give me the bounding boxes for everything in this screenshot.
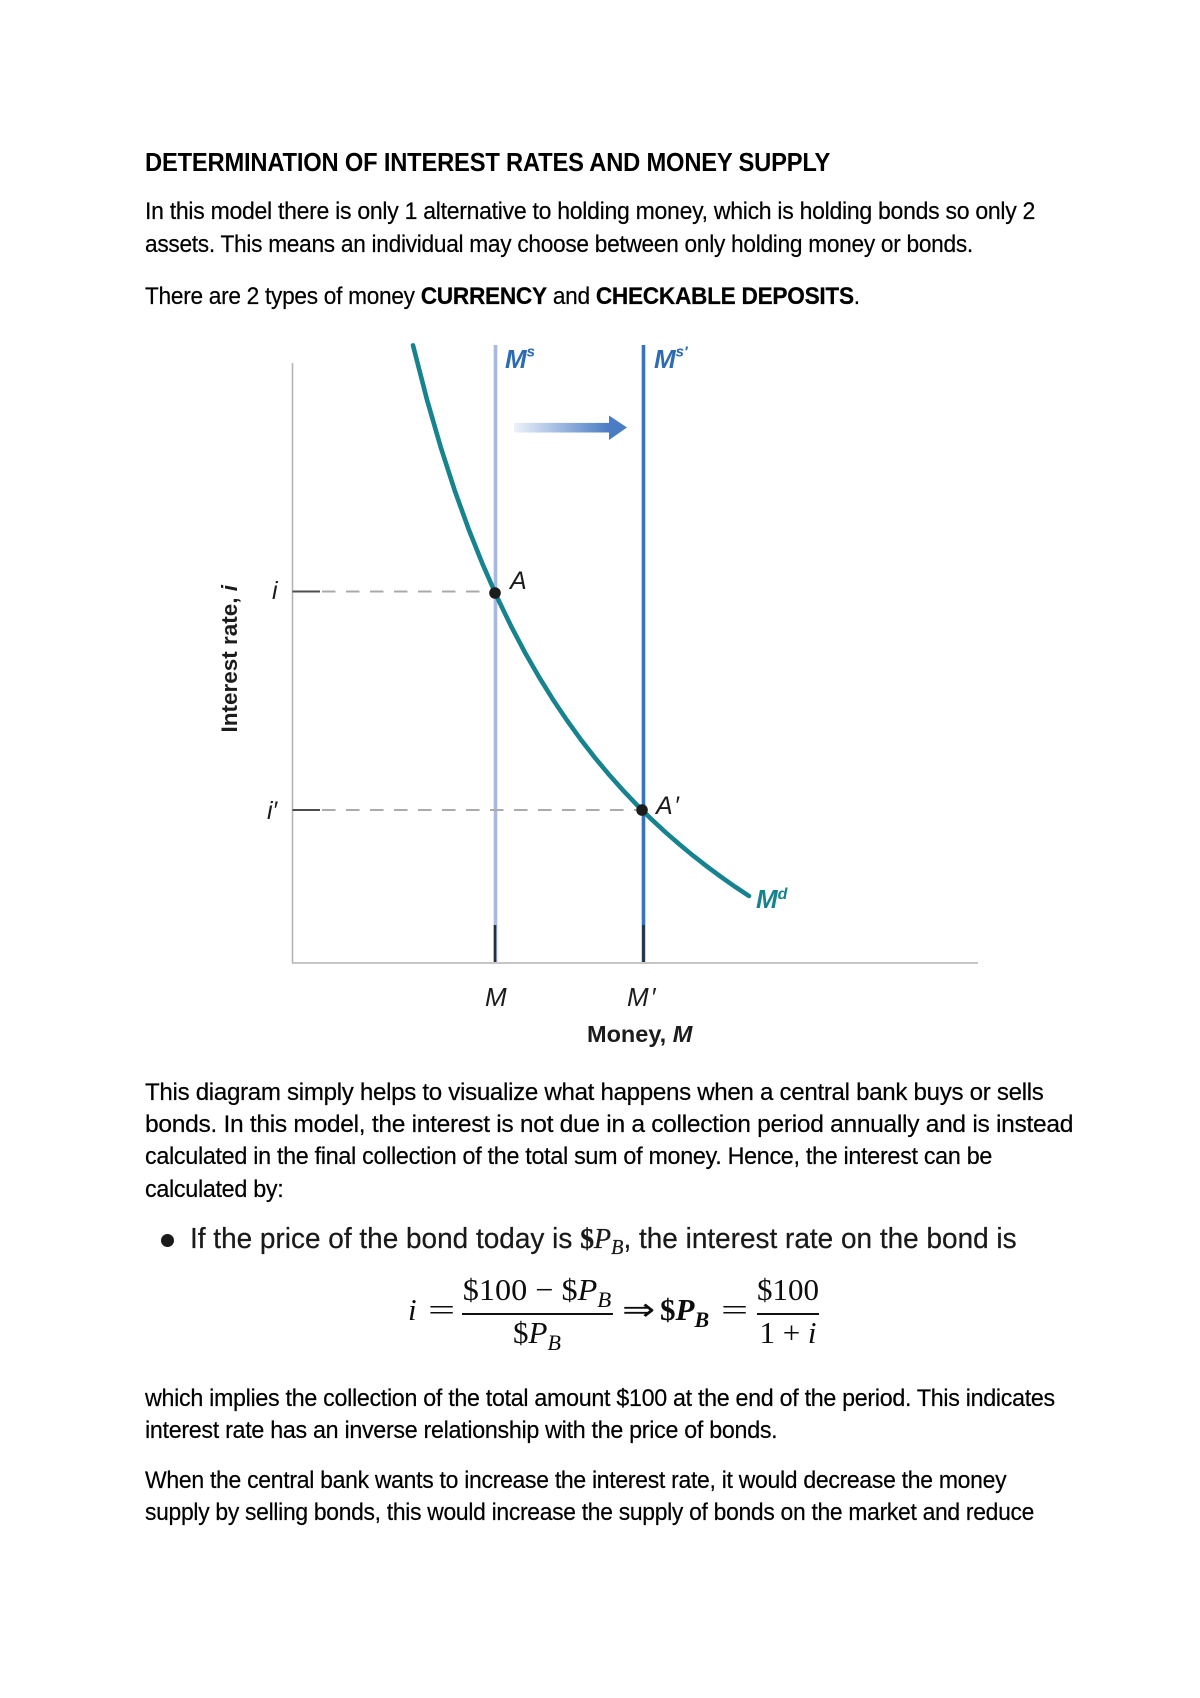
svg-text:M′: M′ [627, 982, 657, 1012]
svg-text:Interest rate, i: Interest rate, i [217, 584, 242, 732]
svg-text:i: i [272, 577, 279, 605]
svg-text:i′: i′ [267, 797, 279, 825]
svg-text:A: A [508, 567, 527, 595]
svg-text:M: M [485, 982, 507, 1012]
svg-text:Ms: Ms [505, 344, 535, 375]
svg-text:Md: Md [756, 884, 789, 914]
svg-text:A′: A′ [654, 792, 680, 820]
svg-text:Money, M: Money, M [587, 1021, 693, 1047]
svg-text:Ms′: Ms′ [654, 344, 689, 375]
